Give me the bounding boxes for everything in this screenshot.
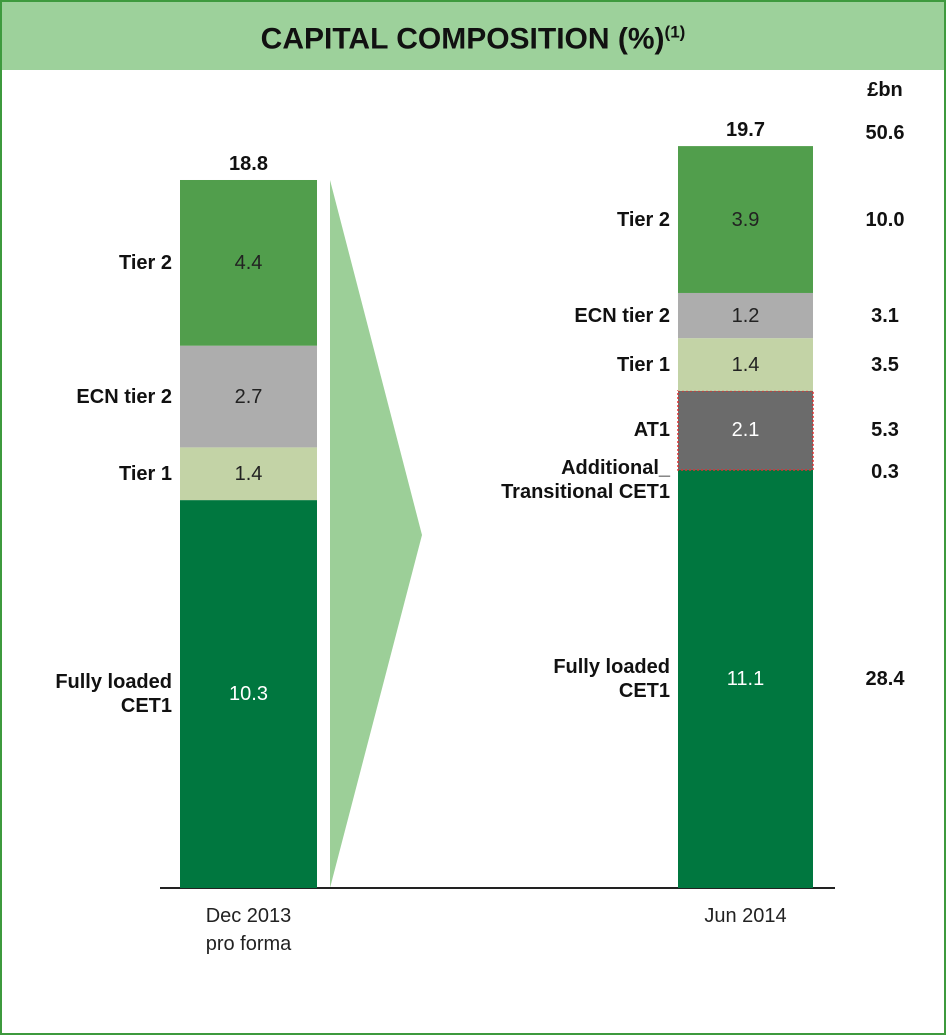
x-tick-label: pro forma xyxy=(205,933,292,955)
bn-label: 28.4 xyxy=(865,667,905,690)
value-label: 1.2 xyxy=(731,304,760,327)
bn-label: 10.0 xyxy=(865,208,905,231)
value-label: 2.1 xyxy=(731,419,760,442)
total-label: 19.7 xyxy=(726,119,765,142)
segment-label: AT1 xyxy=(633,419,670,442)
bn-label: 3.1 xyxy=(871,304,899,327)
segment-label: Fully loaded CET1 xyxy=(55,671,172,718)
transitional-bn: 0.3 xyxy=(871,460,899,483)
bar-segment xyxy=(678,338,813,391)
segment-label: Tier 2 xyxy=(119,251,172,274)
x-tick-label: Jun 2014 xyxy=(704,905,787,927)
value-label: 4.4 xyxy=(234,251,263,274)
bar-segment xyxy=(180,179,317,346)
bar-segment xyxy=(678,146,813,293)
unit-label: £bn xyxy=(867,79,903,101)
title-bar xyxy=(2,2,944,70)
bar-segment xyxy=(180,447,317,501)
value-label: 11.1 xyxy=(726,667,765,690)
segment-label: Tier 1 xyxy=(119,462,172,485)
segment-label: ECN tier 2 xyxy=(574,304,670,327)
bar-segment xyxy=(180,500,317,888)
value-label: 2.7 xyxy=(234,385,263,408)
bn-label: 5.3 xyxy=(871,419,899,442)
value-label: 10.3 xyxy=(229,683,268,706)
total-bn: 50.6 xyxy=(865,122,905,144)
segment-label: Tier 2 xyxy=(617,208,670,231)
x-tick-label: Dec 2013 xyxy=(205,905,292,927)
value-label: 3.9 xyxy=(731,208,760,231)
bar-segment xyxy=(677,390,814,471)
value-label: 1.4 xyxy=(731,353,760,376)
bn-label: 3.5 xyxy=(871,353,899,376)
segment-label: Tier 1 xyxy=(617,353,670,376)
title-note: (1) xyxy=(664,22,686,42)
bar-segment xyxy=(678,469,813,888)
title-text: CAPITAL COMPOSITION (%) xyxy=(260,22,665,56)
arrow xyxy=(330,180,422,888)
segment-label: Fully loaded CET1 xyxy=(553,655,670,702)
segment-label: ECN tier 2 xyxy=(76,385,172,408)
bar-segment xyxy=(678,292,813,339)
transitional-label: Additional_ Transitional CET1 xyxy=(501,456,670,503)
value-label: 1.4 xyxy=(234,462,263,485)
bar-segment xyxy=(180,345,317,448)
title: CAPITAL COMPOSITION (%)(1) xyxy=(0,15,946,58)
total-label: 18.8 xyxy=(229,152,268,175)
